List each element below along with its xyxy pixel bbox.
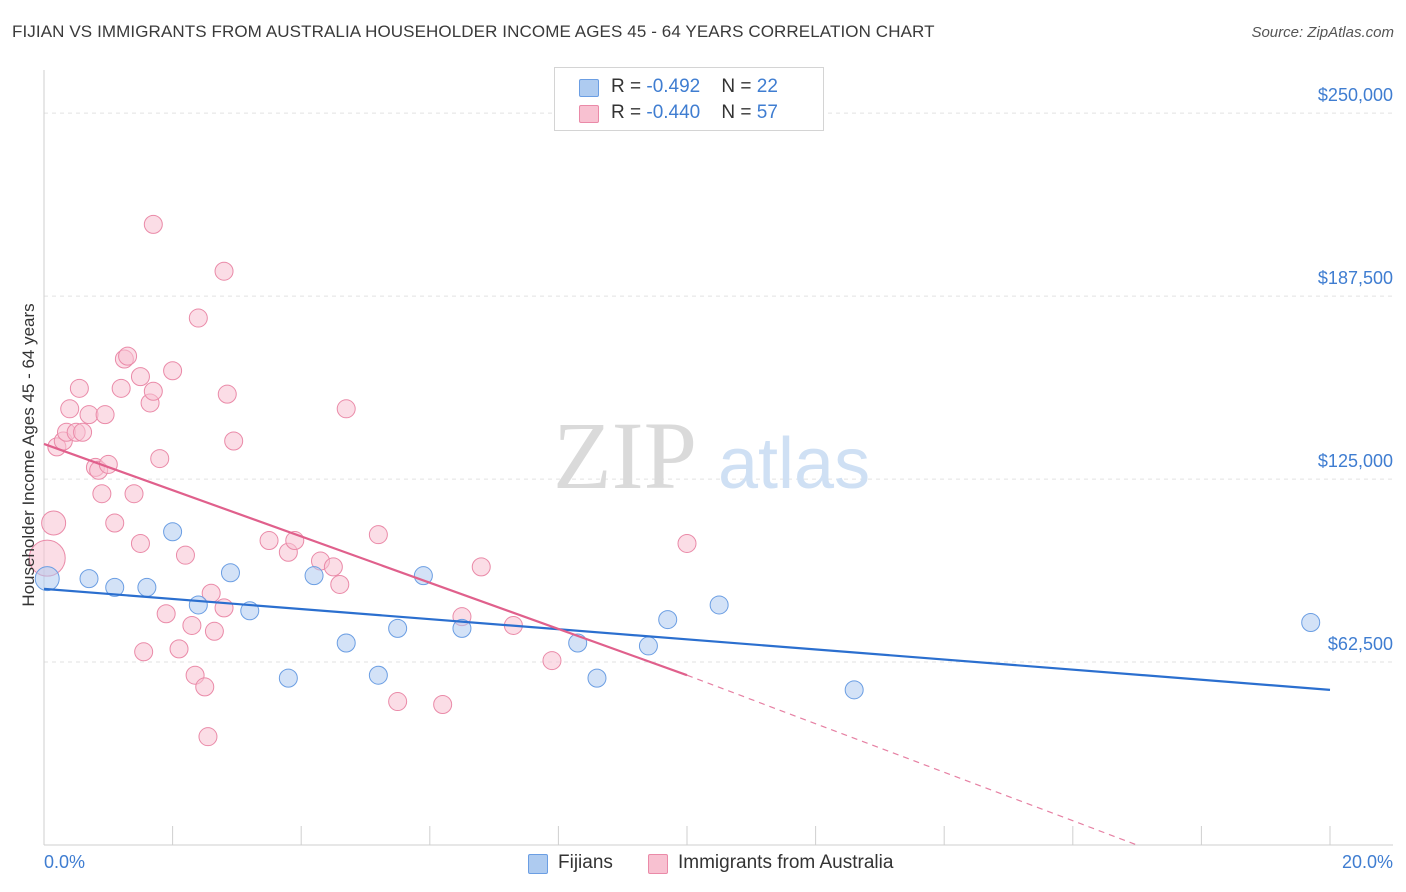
immigrant-point: [118, 346, 138, 366]
fijian-point: [304, 566, 324, 586]
legend-n-label: N =: [721, 76, 757, 97]
legend-swatch-fijians: [528, 854, 548, 874]
immigrant-point: [143, 214, 163, 234]
fijian-point: [638, 636, 658, 656]
legend-swatch-immigrants: [579, 105, 599, 123]
fijian-point: [220, 563, 240, 583]
fijian-point: [105, 577, 125, 597]
y-tick-label: $187,500: [1318, 268, 1393, 288]
fijian-point: [587, 668, 607, 688]
fijian-point: [188, 595, 208, 615]
fijian-point: [336, 633, 356, 653]
immigrant-point: [224, 431, 244, 451]
fijian-point: [79, 569, 99, 589]
legend-r-value: -0.492: [646, 76, 701, 97]
immigrant-point: [433, 694, 453, 714]
immigrant-point: [156, 604, 176, 624]
fijian-point: [658, 610, 678, 630]
immigrant-point: [388, 692, 408, 712]
legend-label-immigrants: Immigrants from Australia: [678, 852, 894, 873]
immigrant-point: [134, 642, 154, 662]
immigrant-point: [79, 405, 99, 425]
legend-r-label: R =: [611, 102, 647, 123]
fijian-point: [709, 595, 729, 615]
immigrant-point: [105, 513, 125, 533]
immigrant-point: [60, 399, 80, 419]
fijian-point: [163, 522, 183, 542]
immigrant-point: [677, 533, 697, 553]
series-immigrants-points: [28, 214, 697, 747]
x-tick-labels: 0.0% 20.0%: [44, 852, 1393, 872]
axes: [43, 70, 1393, 846]
immigrant-point: [214, 261, 234, 281]
immigrant-point: [95, 405, 115, 425]
immigrant-point: [169, 639, 189, 659]
immigrants-trend-line: [43, 442, 688, 677]
fijian-point: [1301, 613, 1321, 633]
fijians-trend-line: [43, 587, 1331, 691]
fijian-point: [413, 566, 433, 586]
fijian-point: [368, 665, 388, 685]
immigrant-point: [195, 677, 215, 697]
legend-n-value: 57: [756, 102, 778, 123]
immigrant-point: [143, 381, 163, 401]
immigrant-point: [336, 399, 356, 419]
immigrant-point: [217, 384, 237, 404]
immigrant-point: [188, 308, 208, 328]
immigrant-point: [124, 484, 144, 504]
legend-swatch-immigrants: [648, 854, 668, 874]
immigrant-point: [198, 727, 218, 747]
immigrant-point: [130, 533, 150, 553]
immigrant-point: [163, 361, 183, 381]
chart-title: FIJIAN VS IMMIGRANTS FROM AUSTRALIA HOUS…: [12, 22, 935, 41]
x-ticks: [172, 826, 1331, 845]
trend-lines: [43, 442, 1331, 846]
legend-n-label: N =: [721, 102, 757, 123]
watermark-zip: ZIP: [553, 402, 697, 509]
fijian-point: [137, 577, 157, 597]
immigrant-point: [323, 557, 343, 577]
immigrant-point: [150, 449, 170, 469]
immigrant-point: [259, 531, 279, 551]
watermark-atlas: atlas: [718, 424, 870, 504]
immigrant-point: [69, 378, 89, 398]
watermark: ZIP atlas: [553, 402, 870, 509]
immigrant-point: [73, 422, 93, 442]
chart-source: Source: ZipAtlas.com: [1251, 24, 1394, 41]
fijian-point: [278, 668, 298, 688]
immigrant-point: [130, 367, 150, 387]
correlation-legend: R = -0.492 N = 22 R = -0.440 N = 57: [554, 67, 824, 131]
immigrant-point: [111, 378, 131, 398]
y-tick-label: $62,500: [1328, 634, 1393, 654]
legend-r-label: R =: [611, 76, 647, 97]
immigrant-point: [330, 574, 350, 594]
fijian-point: [844, 680, 864, 700]
immigrant-point: [204, 621, 224, 641]
x-tick-label: 0.0%: [44, 852, 85, 872]
legend-label-fijians: Fijians: [558, 852, 613, 873]
y-tick-label: $250,000: [1318, 85, 1393, 105]
fijian-point: [452, 618, 472, 638]
immigrant-point: [182, 615, 202, 635]
immigrant-point: [471, 557, 491, 577]
legend-r-value: -0.440: [646, 102, 701, 123]
y-tick-labels: $62,500 $125,000 $187,500 $250,000: [1318, 85, 1393, 654]
y-tick-label: $125,000: [1318, 451, 1393, 471]
legend-n-value: 22: [756, 76, 778, 97]
legend-swatch-fijians: [579, 79, 599, 97]
immigrant-point: [92, 484, 112, 504]
gridlines: [44, 112, 1393, 663]
fijian-point: [388, 618, 408, 638]
immigrant-point: [41, 510, 67, 536]
x-tick-label: 20.0%: [1342, 852, 1393, 872]
immigrants-trend-extension: [686, 674, 1138, 846]
immigrant-point: [542, 651, 562, 671]
immigrant-point: [368, 525, 388, 545]
y-axis-title: Householder Income Ages 45 - 64 years: [19, 303, 38, 606]
fijian-point: [34, 566, 60, 592]
immigrant-point: [175, 545, 195, 565]
